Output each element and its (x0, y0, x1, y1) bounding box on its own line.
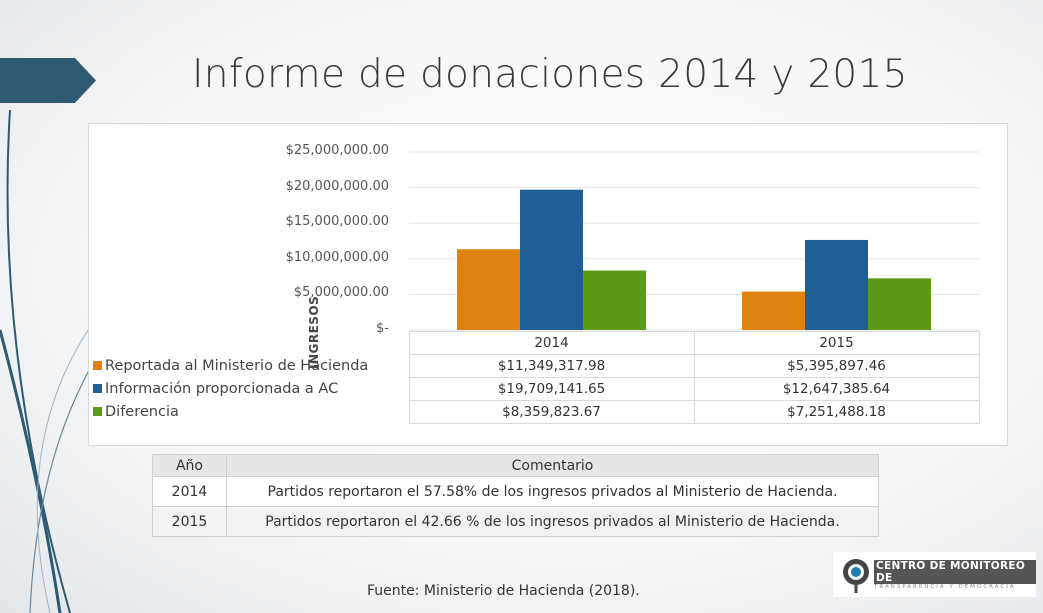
y-tick-label: $5,000,000.00 (293, 285, 389, 301)
category-label: 2014 (408, 331, 695, 355)
legend-label: Información proporcionada a AC (105, 381, 339, 397)
data-label: $7,251,488.18 (693, 400, 980, 424)
logo: CENTRO DE MONITOREO DE TRANSPARENCIA Y DE… (833, 552, 1036, 597)
legend-item: Reportada al Ministerio de Hacienda (89, 355, 409, 378)
bar-chart (409, 151, 979, 331)
y-tick-label: $20,000,000.00 (285, 178, 389, 194)
chart-data-table: 2014 2015 Reportada al Ministerio de Hac… (89, 331, 980, 424)
category-label: 2015 (693, 331, 980, 355)
logo-line2: TRANSPARENCIA Y DEMOCRACIA (874, 583, 1016, 590)
y-tick-label: $10,000,000.00 (285, 249, 389, 265)
table-row: 2014 Partidos reportaron el 57.58% de los… (152, 476, 879, 507)
data-label: $5,395,897.46 (693, 354, 980, 378)
y-tick-label: $- (376, 321, 389, 336)
header-comment: Comentario (226, 454, 879, 477)
bar (520, 189, 583, 330)
data-label: $8,359,823.67 (408, 400, 695, 424)
logo-eye-icon (843, 558, 869, 593)
header-year: Año (152, 454, 227, 477)
page-title: Informe de donaciones 2014 y 2015 (192, 52, 908, 97)
bar (742, 291, 805, 330)
year-cell: 2015 (152, 506, 227, 537)
legend-label: Reportada al Ministerio de Hacienda (105, 358, 369, 374)
logo-line1: CENTRO DE MONITOREO DE (874, 559, 1036, 584)
bar (457, 249, 520, 330)
y-tick-label: $15,000,000.00 (285, 214, 389, 230)
legend-item: Diferencia (89, 401, 409, 424)
bar (805, 239, 868, 330)
legend-swatch (93, 384, 102, 393)
comment-cell: Partidos reportaron el 57.58% de los ing… (226, 476, 879, 507)
legend-label: Diferencia (105, 404, 179, 420)
data-label: $11,349,317.98 (408, 354, 695, 378)
bar (583, 270, 646, 330)
bar (868, 278, 931, 330)
y-tick-label: $25,000,000.00 (285, 143, 389, 158)
table-row: 2015 Partidos reportaron el 42.66 % de lo… (152, 506, 879, 537)
legend-swatch (93, 361, 102, 370)
legend-swatch (93, 407, 102, 416)
source-note: Fuente: Ministerio de Hacienda (2018). (367, 583, 640, 599)
legend-item: Información proporcionada a AC (89, 378, 409, 401)
comments-table: Año Comentario 2014 Partidos reportaron el… (152, 454, 879, 537)
data-label: $12,647,385.64 (693, 377, 980, 401)
chart-container: INGRESOS $25,000,000.00 $20,000,000.00 $15… (88, 123, 1008, 446)
title-arrow-decoration (0, 58, 96, 103)
comment-cell: Partidos reportaron el 42.66 % de los in… (226, 506, 879, 537)
data-label: $19,709,141.65 (408, 377, 695, 401)
year-cell: 2014 (152, 476, 227, 507)
